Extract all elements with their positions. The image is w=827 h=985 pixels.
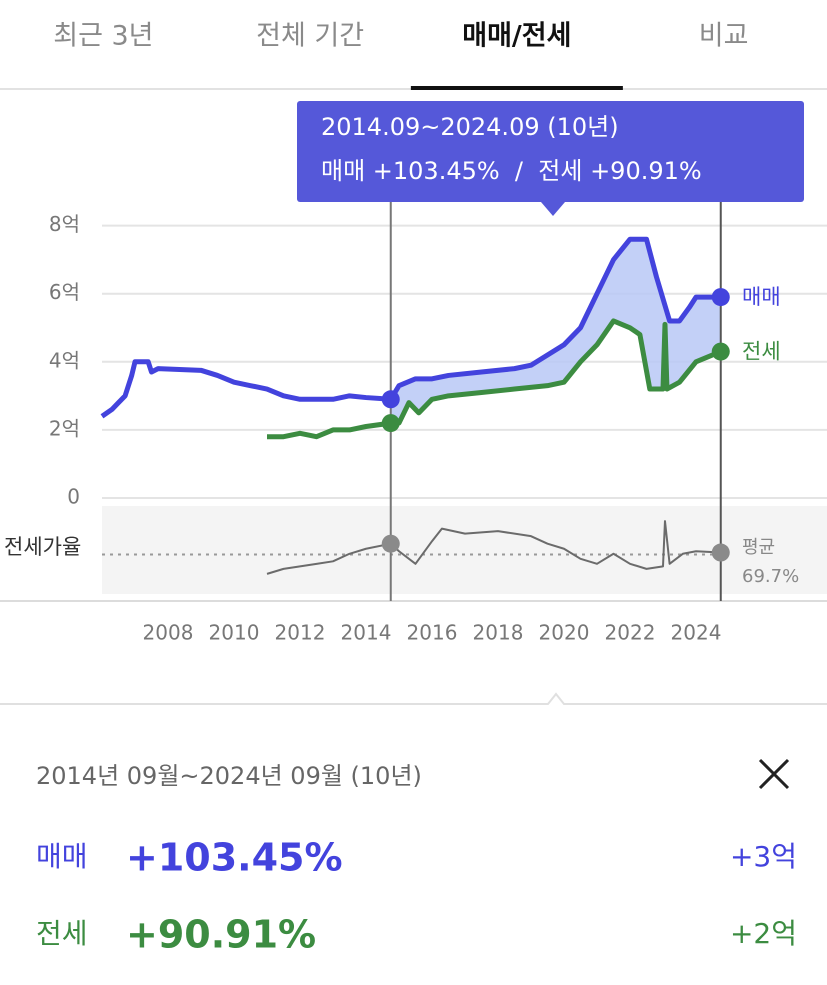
tooltip-box (297, 101, 804, 202)
summary-period: 2014년 09월~2024년 09월 (10년) (36, 762, 422, 790)
x-tick-label: 2014 (341, 621, 392, 645)
ratio-label: 전세가율 (4, 535, 81, 559)
x-tick-label: 2022 (605, 621, 656, 645)
y-tick-label: 6억 (49, 280, 80, 304)
x-tick-label: 2024 (671, 621, 722, 645)
summary-label: 매매 (36, 840, 88, 873)
series-end-label: 매매 (742, 285, 781, 309)
y-tick-label: 8억 (49, 212, 80, 236)
series-marker (711, 543, 730, 562)
x-tick-label: 2020 (539, 621, 590, 645)
tooltip-changes: 매매 +103.45% / 전세 +90.91% (321, 157, 702, 185)
series-marker (711, 342, 730, 361)
selection-fill (390, 239, 721, 424)
x-tick-label: 2008 (143, 621, 194, 645)
x-tick-label: 2016 (407, 621, 458, 645)
series-marker (381, 414, 400, 433)
summary-label: 전세 (36, 917, 88, 950)
ratio-panel (102, 506, 827, 594)
ratio-average-caption: 평균 (742, 537, 775, 558)
y-tick-label: 2억 (49, 416, 80, 440)
tooltip-arrow (541, 202, 565, 216)
summary-amount: +2억 (730, 917, 797, 950)
y-tick-label: 4억 (49, 348, 80, 372)
summary-amount: +3억 (730, 840, 797, 873)
y-tick-label: 0 (67, 485, 80, 509)
summary-change: +103.45% (126, 836, 343, 880)
panel-divider (0, 692, 827, 705)
summary: 2014년 09월~2024년 09월 (10년) 매매 +103.45% +3억전… (36, 758, 797, 957)
x-tick-label: 2012 (275, 621, 326, 645)
tab[interactable]: 최근 3년 (53, 21, 153, 52)
tab[interactable]: 매매/전세 (462, 21, 571, 52)
tooltip-period: 2014.09~2024.09 (10년) (321, 113, 619, 141)
series-line (267, 318, 722, 440)
x-tick-label: 2018 (473, 621, 524, 645)
tab[interactable]: 비교 (699, 21, 749, 52)
summary-change: +90.91% (126, 913, 316, 957)
ratio-average-value: 69.7% (742, 566, 799, 587)
tooltip: 2014.09~2024.09 (10년) 매매 +103.45% / 전세 +… (297, 101, 804, 216)
x-tick-label: 2010 (209, 621, 260, 645)
series-marker (381, 534, 400, 553)
series-marker (711, 288, 730, 307)
chart: 0 2억 4억 6억 8억 2008 2010 2012 2014 2016 2018 2020 202… (4, 101, 827, 645)
ratio-line (266, 520, 721, 575)
series-marker (381, 390, 400, 409)
series-end-label: 전세 (742, 340, 781, 364)
close-button[interactable] (758, 758, 790, 790)
tab-underline (410, 86, 623, 90)
tab[interactable]: 전체 기간 (256, 21, 364, 52)
